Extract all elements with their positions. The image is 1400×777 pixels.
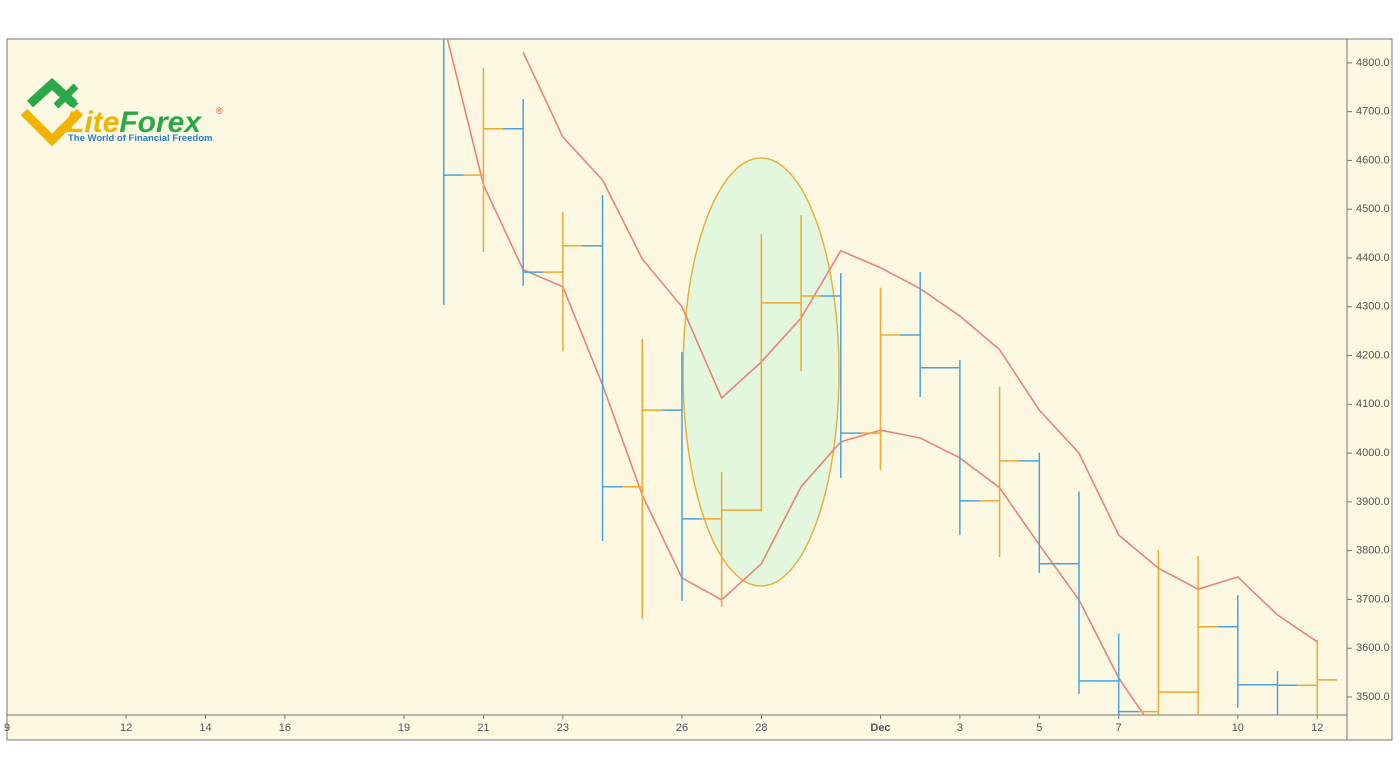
ohlc-bar — [1019, 452, 1060, 574]
axes: 3500.0 3600.0 3700.0 3800.0 3900.0 4000.0 4100… — [4, 57, 1390, 734]
y-tick-label: 4700.0 — [1356, 106, 1390, 118]
x-tick-label: 23 — [557, 722, 569, 734]
logo: LiteForex ® The World of Financial Freed… — [20, 77, 223, 147]
y-tick-label: 3600.0 — [1356, 642, 1390, 654]
logo-brand-b: Forex — [119, 106, 202, 139]
x-tick-label: 7 — [1116, 722, 1122, 734]
ohlc-bar — [622, 338, 663, 619]
ohlc-bar — [463, 67, 504, 253]
x-tick-label: 14 — [199, 722, 211, 734]
x-tick-label: 3 — [957, 722, 963, 734]
x-tick-label: 21 — [477, 722, 489, 734]
x-tick-label: 12 — [120, 722, 132, 734]
ohlc-bar — [781, 215, 822, 372]
y-tick-label: 4200.0 — [1356, 349, 1390, 361]
logo-tagline: The World of Financial Freedom — [68, 133, 212, 144]
plot-area — [442, 39, 1338, 715]
ohlc-bar — [1138, 550, 1179, 715]
ohlc-bar — [979, 386, 1020, 557]
ohlc-bar — [900, 272, 941, 397]
ohlc-bar — [820, 273, 861, 478]
ohlc-bar — [542, 212, 583, 352]
x-tick-label: 9 — [4, 722, 10, 734]
x-tick-label: 28 — [755, 722, 767, 734]
ohlc-bar — [1257, 671, 1298, 715]
x-tick-label: 5 — [1036, 722, 1042, 734]
ohlc-bar — [741, 234, 782, 512]
y-tick-label: 3900.0 — [1356, 496, 1390, 508]
ohlc-bar — [442, 39, 464, 305]
x-tick-label: 10 — [1232, 722, 1244, 734]
logo-brand: LiteForex — [66, 106, 202, 139]
y-tick-label: 3800.0 — [1356, 545, 1390, 557]
logo-brand-a: Lite — [66, 106, 119, 139]
ohlc-bar — [701, 472, 742, 607]
y-tick-label: 4300.0 — [1356, 301, 1390, 313]
ohlc-bar — [1217, 595, 1258, 708]
ohlc-bar — [582, 195, 623, 541]
ohlc-bar — [860, 287, 901, 471]
ohlc-bar — [1297, 639, 1338, 715]
ohlc-bar — [939, 359, 980, 536]
logo-icon — [53, 83, 79, 109]
y-tick-label: 3500.0 — [1356, 691, 1390, 703]
ohlc-bar — [661, 352, 702, 601]
y-tick-label: 3700.0 — [1356, 593, 1390, 605]
y-tick-label: 4000.0 — [1356, 447, 1390, 459]
y-tick-label: 4800.0 — [1356, 57, 1390, 69]
y-tick-label: 4600.0 — [1356, 154, 1390, 166]
y-tick-label: 4100.0 — [1356, 398, 1390, 410]
y-tick-label: 4400.0 — [1356, 252, 1390, 264]
x-tick-label: 12 — [1311, 722, 1323, 734]
logo-icon — [20, 108, 84, 147]
x-tick-label: Dec — [870, 722, 890, 734]
x-tick-label: 26 — [676, 722, 688, 734]
x-tick-label: 16 — [279, 722, 291, 734]
logo-mark: ® — [216, 106, 223, 116]
ohlc-bar — [1178, 555, 1219, 715]
ohlc-bar — [503, 98, 544, 286]
ohlc-bar — [1059, 491, 1099, 695]
y-tick-label: 4500.0 — [1356, 203, 1390, 215]
ohlc-bar — [1098, 633, 1139, 715]
x-tick-label: 19 — [398, 722, 410, 734]
